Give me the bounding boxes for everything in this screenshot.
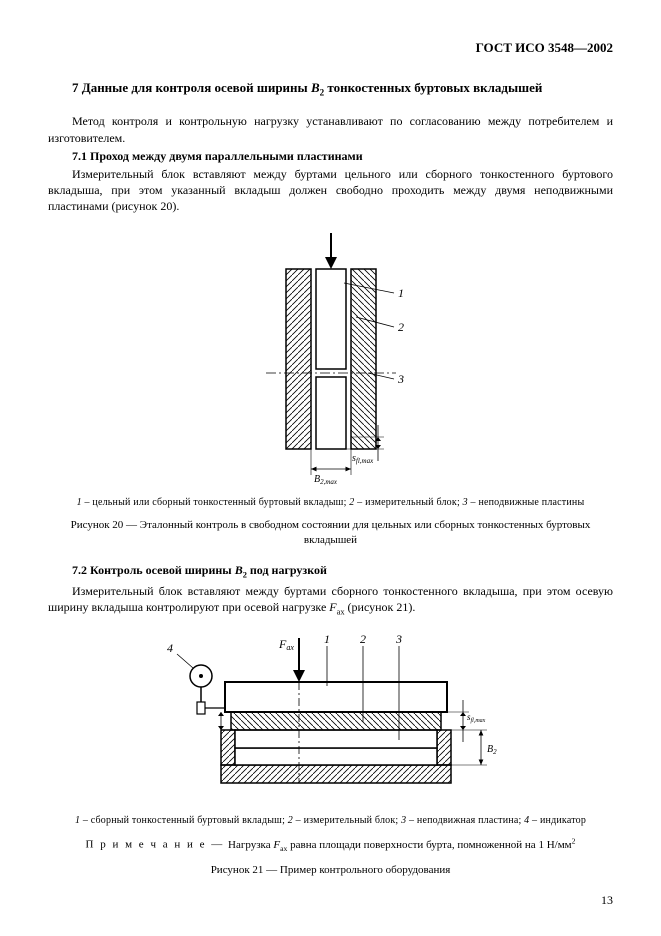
s72-title-post: под нагрузкой <box>247 563 327 577</box>
note-post: равна площади поверхности бурта, помноже… <box>287 839 571 851</box>
s72-para-var: F <box>329 600 336 614</box>
fig21-label-3: 3 <box>395 632 402 646</box>
page-number: 13 <box>601 893 613 908</box>
s72-para-sub: ax <box>337 608 345 617</box>
s72-title-pre: 7.2 Контроль осевой ширины <box>72 563 235 577</box>
fig20-legend-3: неподвижные пластины <box>478 497 584 508</box>
fig20-label-3: 3 <box>397 372 404 386</box>
section-7-1-para: Измерительный блок вставляют между бурта… <box>48 166 613 215</box>
section-7-2-title: 7.2 Контроль осевой ширины B2 под нагруз… <box>48 562 613 581</box>
doc-header: ГОСТ ИСО 3548—2002 <box>48 40 613 56</box>
fig21-dim-sh: sfl,max <box>467 712 486 724</box>
note-pre: Нагрузка <box>228 839 273 851</box>
section-7-1-title: 7.1 Проход между двумя параллельными пла… <box>48 148 613 164</box>
fig21-label-4: 4 <box>167 641 173 655</box>
fig20-dim-sh: sfl,max <box>352 453 374 465</box>
figure-21: Fax 4 1 2 3 B2 <box>151 630 511 805</box>
note-sup: 2 <box>572 836 576 845</box>
section-7-title-post: тонкостенных буртовых вкладышей <box>324 80 542 95</box>
section-7-2-para: Измерительный блок вставляют между бурта… <box>48 583 613 618</box>
note-label: П р и м е ч а н и е — <box>86 839 225 851</box>
figure-21-legend: 1 – сборный тонкостенный буртовый вклады… <box>48 815 613 826</box>
fig21-dim-b2: B2 <box>487 744 497 756</box>
fig21-legend-2: измерительный блок <box>304 815 396 826</box>
fig20-label-1: 1 <box>398 286 404 300</box>
fig21-legend-4: индикатор <box>540 815 586 826</box>
fig21-label-2: 2 <box>360 632 366 646</box>
fig21-fax: Fax <box>278 637 294 652</box>
figure-21-note: П р и м е ч а н и е — Нагрузка Fax равна… <box>48 836 613 853</box>
fig20-legend-2: измерительный блок <box>365 497 457 508</box>
section-7-title-var: B <box>311 80 320 95</box>
section-7-intro: Метод контроля и контрольную нагрузку ус… <box>48 113 613 145</box>
page: ГОСТ ИСО 3548—2002 7 Данные для контроля… <box>0 0 661 936</box>
fig20-label-2: 2 <box>398 320 404 334</box>
fig21-legend-1: сборный тонкостенный буртовый вкладыш <box>91 815 282 826</box>
s72-para-post: (рисунок 21). <box>345 600 416 614</box>
figure-20-caption: Рисунок 20 — Эталонный контроль в свобод… <box>48 518 613 549</box>
fig21-legend-3: неподвижная пластина <box>417 815 519 826</box>
section-7-title-pre: 7 Данные для контроля осевой ширины <box>72 80 311 95</box>
fig21-label-1: 1 <box>324 632 330 646</box>
figure-20-legend: 1 – цельный или сборный тонкостенный бур… <box>48 497 613 508</box>
fig20-dim-b2: B2,max <box>314 474 338 486</box>
figure-21-caption: Рисунок 21 — Пример контрольного оборудо… <box>48 863 613 878</box>
figure-20: 1 2 3 B2,max sfl,max <box>226 227 436 487</box>
s72-title-var: B <box>235 563 243 577</box>
section-7-title: 7 Данные для контроля осевой ширины B2 т… <box>48 80 613 99</box>
fig20-legend-1: цельный или сборный тонкостенный буртовы… <box>92 497 343 508</box>
